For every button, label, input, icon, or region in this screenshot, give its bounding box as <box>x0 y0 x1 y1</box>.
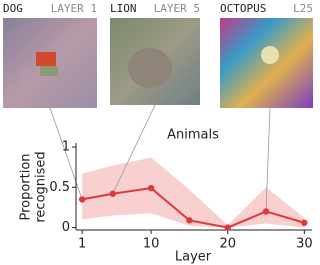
panel-layer: LAYER 5 <box>154 2 200 15</box>
point <box>186 217 193 224</box>
panel-animal: DOG <box>3 2 23 15</box>
panel-animal: LION <box>110 2 137 15</box>
x-axis-label: Layer <box>175 250 212 265</box>
confidence-band <box>82 157 305 228</box>
connector <box>112 104 156 194</box>
point <box>224 224 231 231</box>
point <box>78 196 86 203</box>
y-axis-label: Proportion <box>19 153 34 220</box>
point <box>109 190 116 197</box>
connector <box>265 107 271 212</box>
y-tick-label: 0.5 <box>49 180 70 195</box>
y-axis-label: recognised <box>34 151 49 222</box>
x-tick-label: 30 <box>296 237 313 252</box>
panel-layer: LAYER 1 <box>51 2 97 15</box>
y-tick-label: 0 <box>62 220 70 235</box>
x-tick-label: 20 <box>219 237 236 252</box>
x-tick-label: 1 <box>78 237 86 252</box>
panel-layer: L25 <box>293 2 313 15</box>
connector <box>49 107 83 200</box>
point <box>147 184 155 192</box>
panel-animal: OCTOPUS <box>220 2 266 15</box>
x-tick-label: 10 <box>143 237 160 252</box>
lion-face <box>128 48 172 88</box>
dog-figure <box>36 52 56 66</box>
point <box>301 219 308 226</box>
y-tick-label: 1 <box>62 140 70 155</box>
dog-shadow <box>40 66 58 76</box>
point <box>262 208 270 215</box>
chart-title: Animals <box>167 128 219 143</box>
octopus-eye <box>261 46 279 64</box>
